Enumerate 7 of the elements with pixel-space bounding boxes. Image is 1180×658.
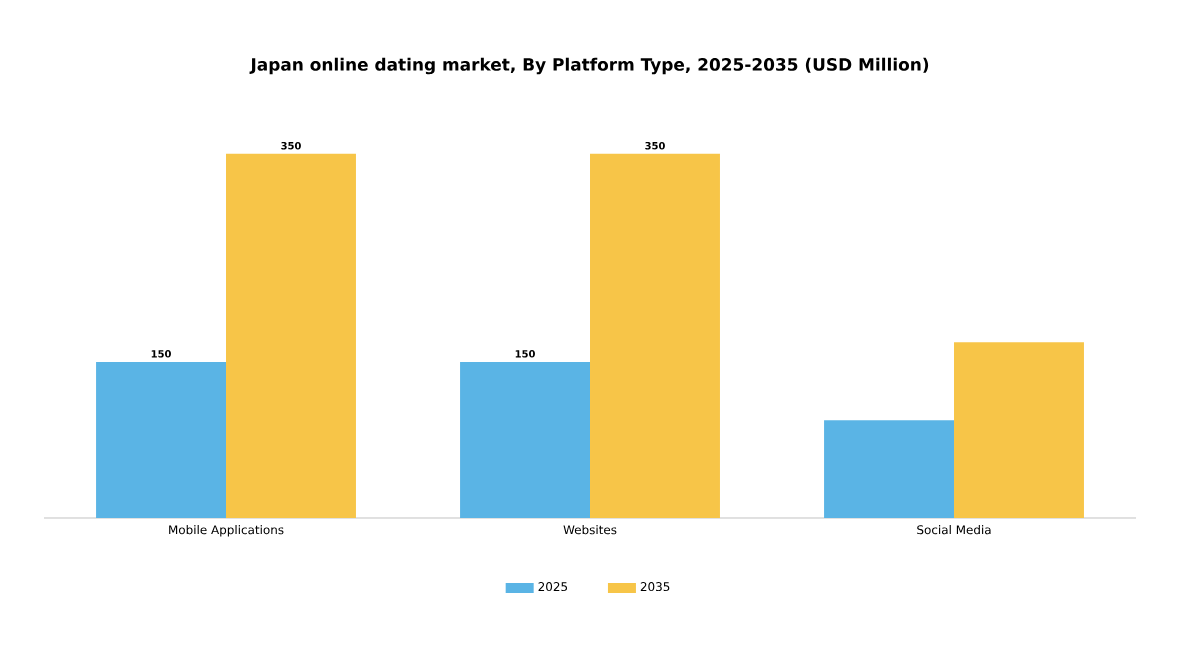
bar <box>824 420 955 518</box>
bar <box>96 361 227 518</box>
chart-title: Japan online dating market, By Platform Type, 2025-2035 (USD Million) <box>249 57 929 75</box>
bar <box>460 361 591 518</box>
bar <box>590 153 720 518</box>
bar <box>226 153 356 518</box>
bar <box>954 342 1084 518</box>
